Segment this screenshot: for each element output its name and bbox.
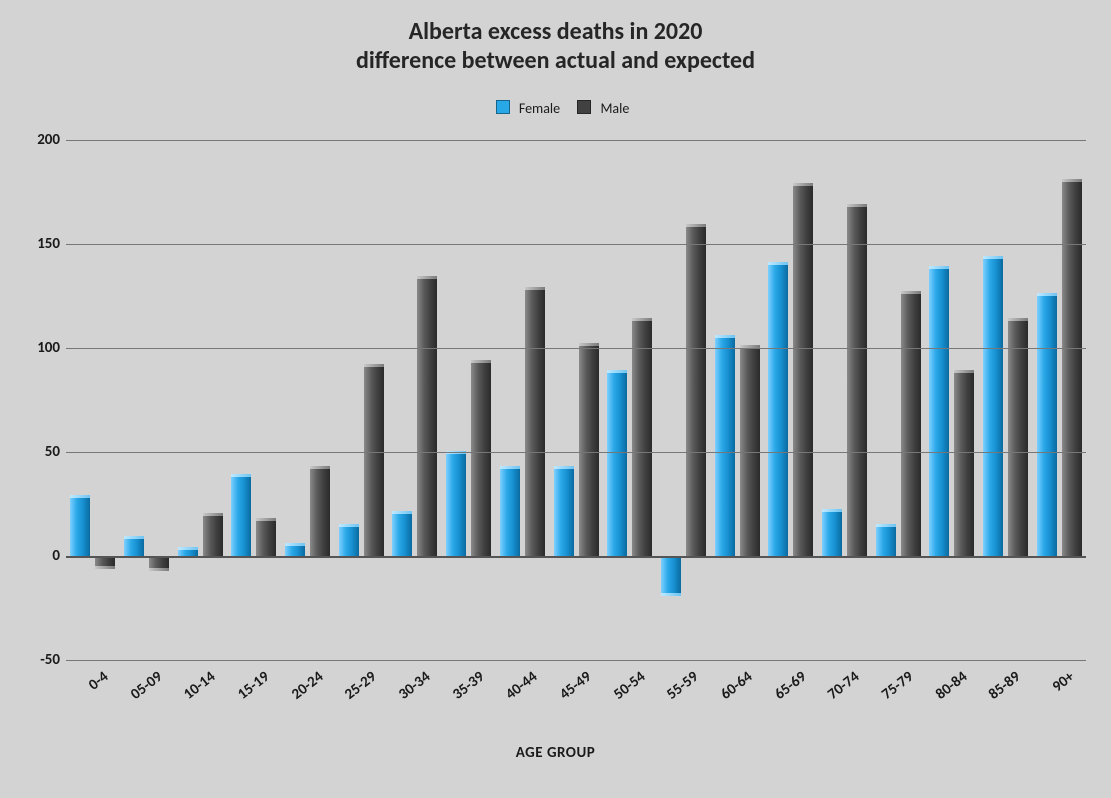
x-tick-label: 50-54 [583, 668, 649, 725]
bars-layer [66, 140, 1086, 660]
x-tick-label: 60-64 [690, 668, 756, 725]
y-tick-label: 150 [24, 235, 60, 253]
chart-title: Alberta excess deaths in 2020 difference… [0, 18, 1111, 76]
bar-female [715, 338, 735, 556]
bar-female [124, 539, 144, 556]
x-tick-label: 85-89 [958, 668, 1024, 725]
bar-female [607, 373, 627, 556]
gridline [66, 348, 1086, 349]
bar-male [579, 346, 599, 556]
x-tick-label: 10-14 [153, 668, 219, 725]
x-tick-label: 0-4 [46, 668, 112, 725]
bar-male [1062, 182, 1082, 556]
x-tick-label: 75-79 [851, 668, 917, 725]
bar-male [632, 321, 652, 556]
bar-female [822, 512, 842, 556]
bar-female [500, 469, 520, 556]
gridline [66, 140, 1086, 141]
bar-male [417, 279, 437, 556]
bar-male [901, 294, 921, 556]
bar-male [256, 521, 276, 556]
chart-title-line1: Alberta excess deaths in 2020 [0, 18, 1111, 47]
x-tick-label: 70-74 [797, 668, 863, 725]
x-tick-label: 65-69 [744, 668, 810, 725]
x-tick-label: 25-29 [314, 668, 380, 725]
legend-label-male: Male [600, 100, 629, 117]
bar-male [310, 469, 330, 556]
bar-male [793, 186, 813, 556]
y-tick-label: -50 [24, 651, 60, 669]
chart-root: Alberta excess deaths in 2020 difference… [0, 0, 1111, 798]
bar-male [364, 367, 384, 556]
gridline [66, 660, 1086, 661]
y-tick-label: 200 [24, 131, 60, 149]
legend-item-male: Male [563, 100, 629, 117]
bar-male [203, 516, 223, 556]
x-tick-label: 45-49 [529, 668, 595, 725]
legend-label-female: Female [519, 100, 560, 117]
bar-female [876, 527, 896, 556]
bar-female [768, 265, 788, 556]
bar-female [70, 498, 90, 556]
legend-swatch-female [496, 100, 510, 114]
bar-male [471, 363, 491, 556]
y-tick-label: 50 [24, 443, 60, 461]
x-tick-label: 55-59 [636, 668, 702, 725]
x-tick-label: 30-34 [368, 668, 434, 725]
bar-female [446, 454, 466, 556]
chart-title-line2: difference between actual and expected [0, 47, 1111, 76]
bar-female [1037, 296, 1057, 556]
legend-item-female: Female [482, 100, 564, 117]
x-tick-label: 20-24 [260, 668, 326, 725]
bar-male [686, 227, 706, 556]
legend: Female Male [0, 100, 1111, 117]
gridline [66, 452, 1086, 453]
x-tick-label: 35-39 [421, 668, 487, 725]
x-tick-label: 40-44 [475, 668, 541, 725]
bar-female [929, 269, 949, 556]
bar-male [1008, 321, 1028, 556]
x-tick-label: 15-19 [207, 668, 273, 725]
y-tick-label: 100 [24, 339, 60, 357]
x-tick-label: 05-09 [99, 668, 165, 725]
bar-female [554, 469, 574, 556]
bar-female [983, 259, 1003, 556]
bar-female [231, 477, 251, 556]
plot-area: -50050100150200 [66, 140, 1086, 660]
x-tick-label: 80-84 [905, 668, 971, 725]
x-tick-label: 90+ [1012, 668, 1078, 725]
bar-male [954, 373, 974, 556]
gridline [66, 244, 1086, 245]
legend-swatch-male [577, 100, 591, 114]
bar-male [847, 207, 867, 556]
bar-female [392, 514, 412, 556]
x-axis-title: AGE GROUP [0, 744, 1111, 762]
y-tick-label: 0 [24, 547, 60, 565]
bar-female [661, 556, 681, 593]
gridline [66, 556, 1086, 558]
bar-female [285, 546, 305, 556]
bar-female [339, 527, 359, 556]
bar-male [525, 290, 545, 556]
